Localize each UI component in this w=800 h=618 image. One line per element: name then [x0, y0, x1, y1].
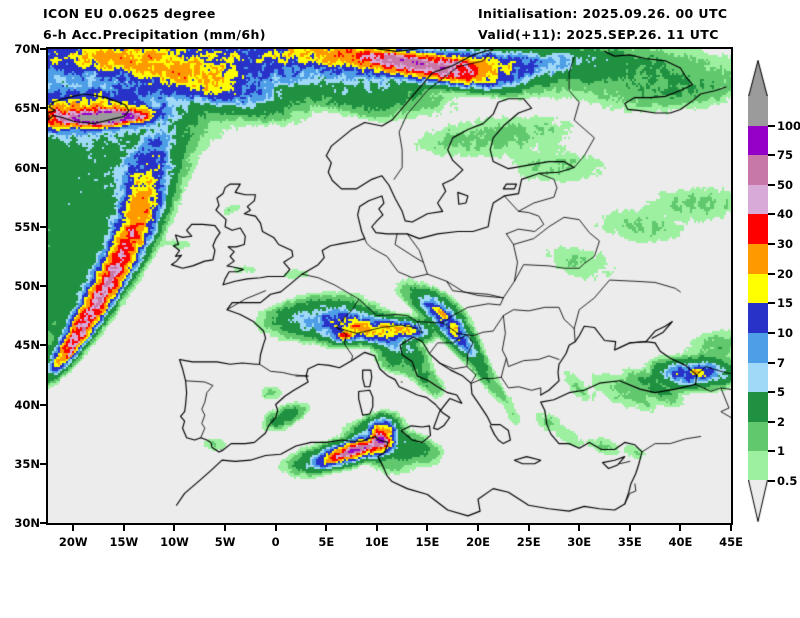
lon-tick — [426, 525, 429, 531]
colorbar-label: 50 — [777, 177, 794, 192]
lon-tick — [375, 525, 378, 531]
colorbar-segment — [748, 273, 768, 304]
lon-tick — [578, 525, 581, 531]
colorbar-label: 30 — [777, 237, 794, 252]
lon-tick-label: 20E — [466, 535, 490, 549]
colorbar-label: 20 — [777, 266, 794, 281]
lon-tick — [679, 525, 682, 531]
lon-tick — [224, 525, 227, 531]
field-title: 6-h Acc.Precipitation (mm/6h) — [43, 27, 266, 42]
colorbar-segment — [748, 214, 768, 245]
initialisation-label: Initialisation: 2025.09.26. 00 UTC — [478, 6, 728, 21]
colorbar-segment — [748, 303, 768, 334]
lon-tick — [477, 525, 480, 531]
lat-tick-label: 35N — [14, 456, 40, 471]
colorbar-segment — [748, 392, 768, 423]
colorbar-tick — [768, 391, 775, 394]
colorbar-tick — [768, 272, 775, 275]
lon-tick — [274, 525, 277, 531]
colorbar-segment — [748, 96, 768, 127]
model-title: ICON EU 0.0625 degree — [43, 6, 216, 21]
lon-tick — [325, 525, 328, 531]
lon-tick-label: 30E — [567, 535, 592, 549]
lon-tick-label: 0 — [271, 535, 280, 549]
colorbar-label: 75 — [777, 148, 794, 163]
colorbar-label: 5 — [777, 385, 786, 400]
lon-tick-label: 45E — [719, 535, 743, 549]
lon-tick — [72, 525, 75, 531]
colorbar-tick — [768, 302, 775, 305]
lat-tick-label: 65N — [14, 101, 40, 116]
colorbar-segment — [748, 125, 768, 156]
lat-tick — [40, 462, 46, 465]
lat-tick-label: 55N — [14, 219, 40, 234]
colorbar-tick — [768, 450, 775, 453]
lat-tick-label: 30N — [14, 516, 40, 530]
colorbar-label: 7 — [777, 355, 786, 370]
lon-tick-label: 10W — [160, 535, 189, 549]
lon-tick-label: 20W — [58, 535, 88, 549]
colorbar-tick — [768, 183, 775, 186]
colorbar-label: 10 — [777, 325, 794, 340]
lat-tick — [40, 107, 46, 110]
colorbar-tick — [768, 331, 775, 334]
lon-tick-label: 15W — [109, 535, 139, 549]
colorbar-label: 0.5 — [777, 474, 798, 488]
lon-tick-label: 25E — [516, 535, 541, 549]
colorbar-segment — [748, 184, 768, 215]
lat-tick — [40, 225, 46, 228]
colorbar-segment — [748, 451, 768, 482]
colorbar-label: 40 — [777, 207, 794, 222]
colorbar-label: 100 — [777, 118, 800, 133]
lon-tick-label: 40E — [668, 535, 693, 549]
lat-tick — [40, 166, 46, 169]
lat-tick — [40, 344, 46, 347]
precipitation-map — [46, 47, 733, 525]
lon-tick-label: 15E — [415, 535, 440, 549]
lon-tick-label: 5E — [318, 535, 335, 549]
lon-tick — [173, 525, 176, 531]
colorbar-segment — [748, 332, 768, 364]
lon-tick — [527, 525, 530, 531]
colorbar-segment — [748, 244, 768, 275]
lat-tick-label: 50N — [14, 279, 40, 293]
valid-time-label: Valid(+11): 2025.SEP.26. 11 UTC — [478, 27, 719, 42]
lon-tick — [628, 525, 631, 531]
colorbar-tick — [768, 213, 775, 216]
colorbar-segment — [748, 155, 768, 186]
lat-tick — [40, 48, 46, 50]
colorbar-tick — [768, 420, 775, 423]
lat-tick-label: 70N — [14, 42, 40, 56]
lat-tick-label: 60N — [14, 160, 40, 175]
lat-tick — [40, 285, 46, 287]
lat-tick — [40, 522, 46, 524]
colorbar-label: 1 — [777, 444, 786, 459]
lon-tick — [730, 525, 732, 531]
lon-tick-label: 35E — [617, 535, 642, 549]
colorbar-label: 15 — [777, 296, 794, 311]
lat-tick-label: 45N — [14, 338, 40, 353]
lat-tick — [40, 403, 46, 406]
lon-tick-label: 5W — [214, 535, 236, 549]
lon-tick — [122, 525, 125, 531]
colorbar-tick — [768, 154, 775, 157]
colorbar-tick — [768, 124, 775, 127]
colorbar-tick — [768, 243, 775, 246]
lon-tick-label: 10E — [364, 535, 389, 549]
colorbar-tick — [768, 361, 775, 364]
colorbar-label: 2 — [777, 414, 786, 429]
colorbar-segment — [748, 421, 768, 452]
colorbar-segment — [748, 362, 768, 393]
colorbar-tick — [768, 480, 775, 482]
lat-tick-label: 40N — [14, 397, 40, 412]
